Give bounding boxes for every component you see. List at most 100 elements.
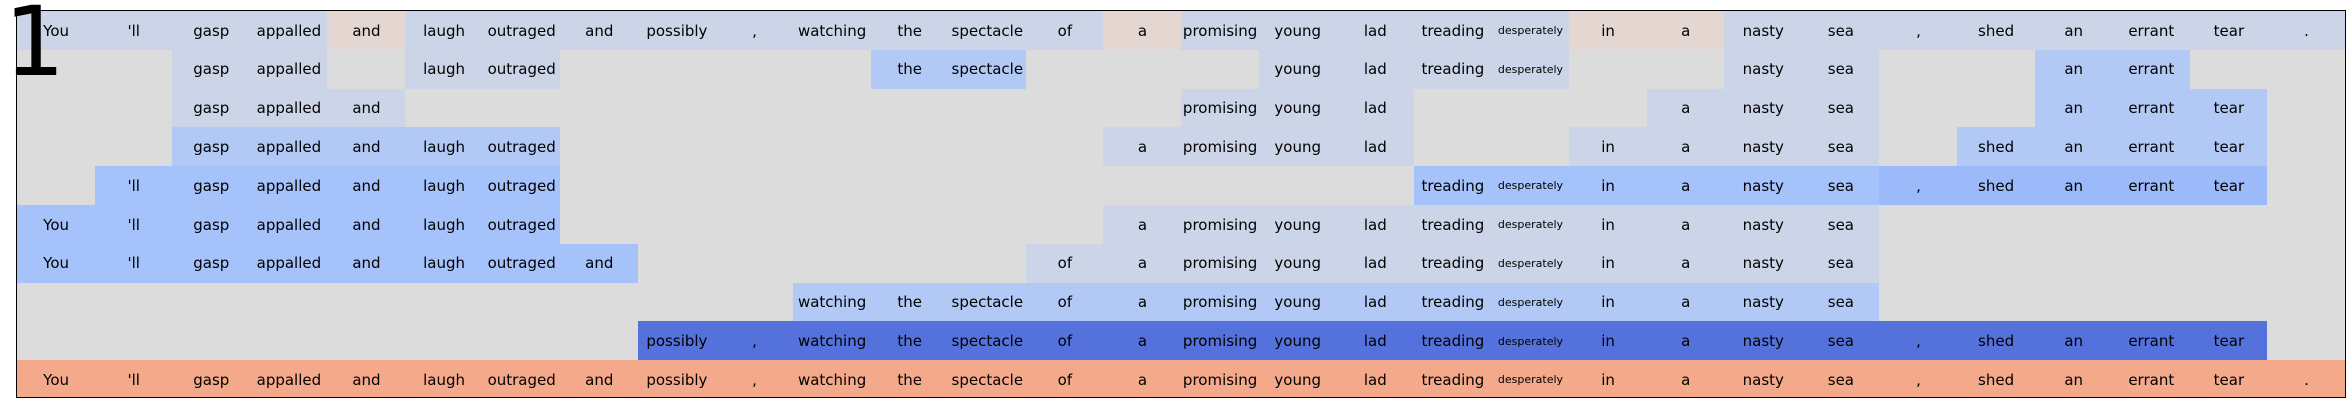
token-cell: [17, 321, 96, 361]
token-cell: and: [327, 243, 406, 284]
token-cell: a: [1103, 205, 1182, 245]
token-cell: appalled: [249, 166, 328, 206]
token-cell: [94, 127, 173, 167]
token-cell: [94, 321, 173, 361]
token-cell: appalled: [249, 11, 328, 51]
token-cell: young: [1258, 360, 1337, 397]
token-cell: [2034, 282, 2113, 322]
token-cell: young: [1258, 127, 1337, 167]
token-cell: a: [1103, 360, 1182, 397]
token-cell: and: [327, 88, 406, 128]
token-cell: [637, 243, 716, 284]
token-cell: watching: [793, 360, 872, 397]
token-cell: appalled: [249, 243, 328, 284]
token-cell: an: [2034, 166, 2113, 206]
token-cell: [2034, 243, 2113, 284]
token-cell: [1879, 49, 1958, 90]
token-cell: [1491, 127, 1570, 167]
token-cell: [2267, 243, 2345, 284]
token-cell: sea: [1801, 49, 1880, 90]
token-cell: watching: [793, 321, 872, 361]
token-cell: outraged: [482, 11, 561, 51]
token-cell: [1025, 49, 1104, 90]
token-cell: laugh: [405, 360, 484, 397]
token-cell: [560, 321, 639, 361]
token-cell: nasty: [1724, 205, 1803, 245]
token-cell: You: [17, 360, 96, 397]
token-cell: [405, 321, 484, 361]
token-cell: nasty: [1724, 282, 1803, 322]
token-cell: [560, 49, 639, 90]
token-cell: outraged: [482, 243, 561, 284]
token-cell: ,: [1879, 11, 1958, 51]
token-cell: promising: [1181, 127, 1260, 167]
token-cell: a: [1103, 282, 1182, 322]
token-cell: gasp: [172, 49, 251, 90]
token-cell: an: [2034, 360, 2113, 397]
token-cell: gasp: [172, 88, 251, 128]
token-cell: [1181, 166, 1260, 206]
token-cell: treading: [1413, 282, 1492, 322]
token-cell: sea: [1801, 11, 1880, 51]
token-cell: [948, 127, 1027, 167]
token-cell: sea: [1801, 282, 1880, 322]
token-cell: the: [870, 49, 949, 90]
token-cell: [793, 166, 872, 206]
token-cell: treading: [1413, 49, 1492, 90]
token-cell: sea: [1801, 166, 1880, 206]
token-cell: nasty: [1724, 321, 1803, 361]
token-cell: desperately: [1491, 243, 1570, 284]
token-cell: an: [2034, 127, 2113, 167]
token-cell: [793, 205, 872, 245]
token-cell: errant: [2112, 166, 2191, 206]
token-cell: tear: [2189, 321, 2268, 361]
token-cell: lad: [1336, 49, 1415, 90]
token-cell: watching: [793, 282, 872, 322]
token-cell: shed: [1957, 321, 2036, 361]
token-cell: of: [1025, 321, 1104, 361]
token-cell: [560, 88, 639, 128]
token-cell: the: [870, 282, 949, 322]
token-cell: [94, 88, 173, 128]
token-cell: lad: [1336, 360, 1415, 397]
token-cell: [327, 282, 406, 322]
token-cell: spectacle: [948, 360, 1027, 397]
token-cell: [2267, 205, 2345, 245]
token-cell: young: [1258, 321, 1337, 361]
token-cell: appalled: [249, 49, 328, 90]
token-cell: a: [1646, 88, 1725, 128]
token-cell: [1103, 88, 1182, 128]
token-cell: [2189, 282, 2268, 322]
token-cell: [17, 166, 96, 206]
token-cell: promising: [1181, 11, 1260, 51]
token-cell: appalled: [249, 205, 328, 245]
token-cell: promising: [1181, 321, 1260, 361]
token-cell: .: [2267, 11, 2345, 51]
token-cell: [948, 205, 1027, 245]
token-cell: [1957, 282, 2036, 322]
token-cell: [17, 88, 96, 128]
token-cell: [1957, 49, 2036, 90]
token-cell: of: [1025, 11, 1104, 51]
token-cell: laugh: [405, 205, 484, 245]
token-cell: [1181, 49, 1260, 90]
token-cell: sea: [1801, 243, 1880, 284]
token-cell: young: [1258, 11, 1337, 51]
token-cell: lad: [1336, 282, 1415, 322]
token-cell: a: [1646, 127, 1725, 167]
token-cell: [1025, 88, 1104, 128]
token-cell: desperately: [1491, 49, 1570, 90]
token-cell: laugh: [405, 166, 484, 206]
token-cell: [1569, 88, 1648, 128]
token-cell: young: [1258, 282, 1337, 322]
token-cell: [715, 49, 794, 90]
token-cell: lad: [1336, 11, 1415, 51]
token-cell: in: [1569, 321, 1648, 361]
token-cell: laugh: [405, 127, 484, 167]
token-cell: in: [1569, 205, 1648, 245]
token-cell: [1879, 205, 1958, 245]
token-cell: gasp: [172, 127, 251, 167]
token-cell: sea: [1801, 360, 1880, 397]
token-cell: [17, 127, 96, 167]
token-cell: [1025, 205, 1104, 245]
